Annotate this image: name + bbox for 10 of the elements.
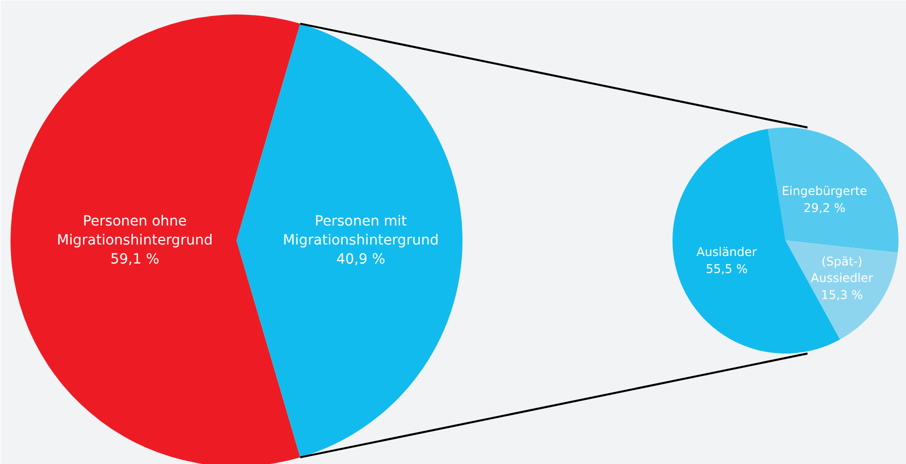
data-label: 59,1 %	[110, 252, 160, 268]
slice-label: Personen ohne Migrationshintergrund	[56, 213, 213, 248]
data-label: 15,3 %	[820, 288, 863, 302]
slice-label: Personen mit Migrationshintergrund	[282, 213, 439, 248]
slice-label: (Spät-) Aussiedler	[810, 254, 874, 286]
slice-label: Eingebürgerte	[782, 184, 868, 198]
slice-label: Ausländer	[696, 245, 757, 260]
data-label: 55,5 %	[706, 262, 748, 276]
data-label: 40,9 %	[336, 252, 386, 268]
data-label: 29,2 %	[803, 200, 846, 215]
